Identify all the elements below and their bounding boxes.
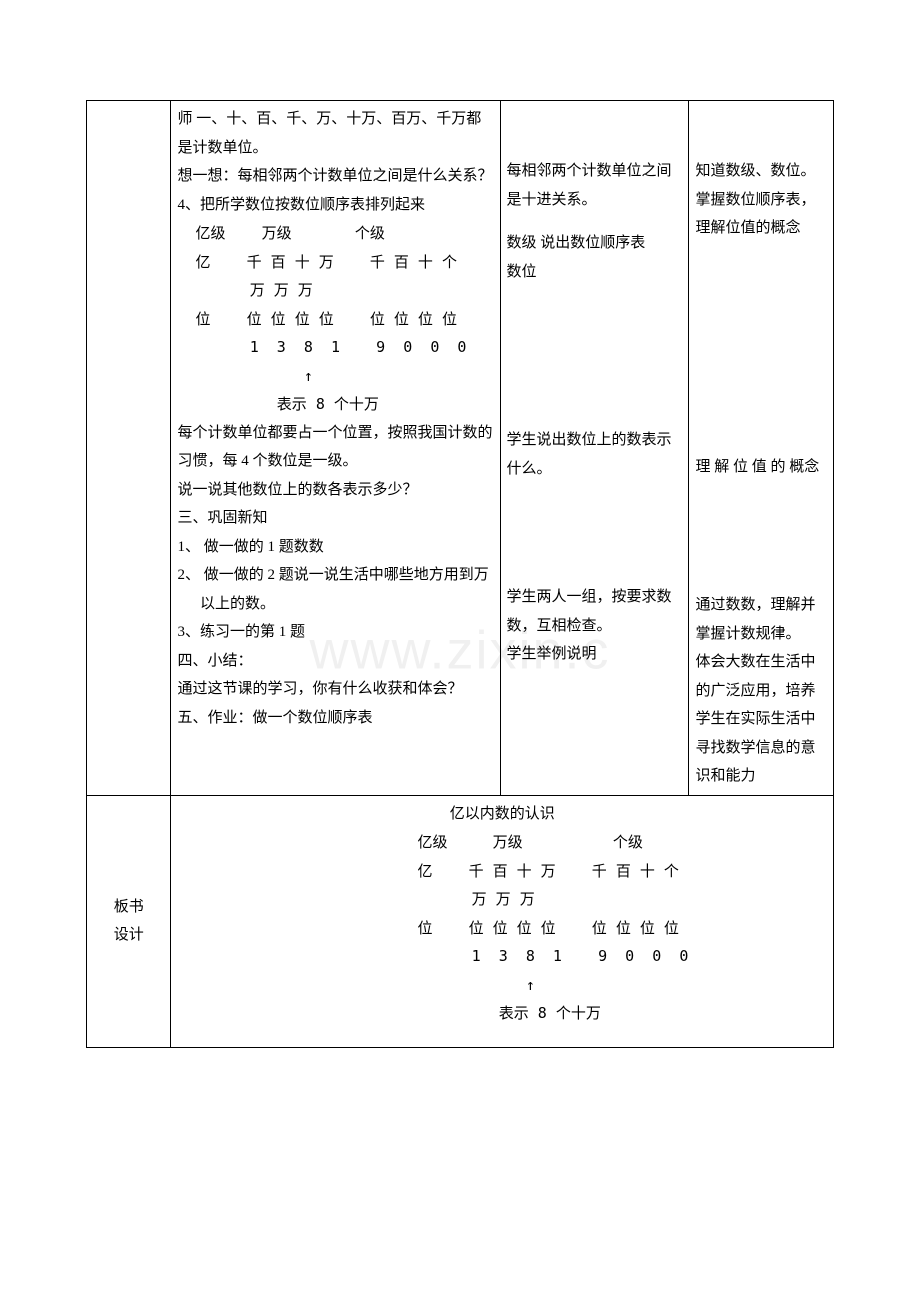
pvB-3: 位 位 位 位 位 位 位 位 位	[417, 919, 678, 937]
colA-after-1: 说一说其他数位上的数各表示多少？	[177, 476, 493, 505]
colA-after-2: 三、巩固新知	[177, 504, 493, 533]
board-title: 亿以内数的认识	[177, 800, 827, 829]
colB-seg2-0: 数级 说出数位顺序表	[507, 229, 683, 258]
teacher-activity-cell: 师 一、十、百、千、万、十万、百万、千万都是计数单位。 想一想：每相邻两个计数单…	[171, 101, 500, 796]
colB-seg1-0: 每相邻两个计数单位之间是十进关系。	[507, 157, 683, 214]
pvA-5: ↑	[177, 367, 312, 385]
pvA-1: 亿 千 百 十 万 千 百 十 个	[177, 253, 457, 271]
colB-seg4-1: 学生举例说明	[507, 640, 683, 669]
main-table: 师 一、十、百、千、万、十万、百万、千万都是计数单位。 想一想：每相邻两个计数单…	[86, 100, 834, 1048]
colA-after-5: 3、练习一的第 1 题	[177, 618, 493, 647]
colC-seg3-1: 体会大数在生活中的广泛应用，培养学生在实际生活中寻找数学信息的意识和能力	[695, 648, 827, 791]
colA-after-3: 1、 做一做的 1 题数数	[177, 533, 493, 562]
pvA-4: 1 3 8 1 9 0 0 0	[177, 338, 466, 356]
colB-seg4-0: 学生两人一组，按要求数数，互相检查。	[507, 583, 683, 640]
board-design-label-cell: 板书 设计	[87, 795, 171, 1047]
pvB-5: ↑	[417, 976, 534, 994]
colB-seg3-0: 学生说出数位上的数表示什么。	[507, 426, 683, 483]
colA-line-2: 4、把所学数位按数位顺序表排列起来	[177, 191, 493, 220]
colC-seg1-0: 知道数级、数位。掌握数位顺序表，理解位值的概念	[695, 157, 827, 243]
colC-seg3-0: 通过数数，理解并掌握计数规律。	[695, 591, 827, 648]
pvB-0: 亿级 万级 个级	[417, 833, 642, 851]
pvB-2: 万 万 万	[417, 890, 534, 908]
student-activity-cell: 每相邻两个计数单位之间是十进关系。 数级 说出数位顺序表 数位 学生说出数位上的…	[500, 101, 689, 796]
board-design-row: 板书 设计 亿以内数的认识 亿级 万级 个级 亿 千 百 十 万 千 百 十 个…	[87, 795, 834, 1047]
pvA-0: 亿级 万级 个级	[177, 224, 384, 242]
design-intent-cell: 知道数级、数位。掌握数位顺序表，理解位值的概念 理 解 位 值 的 概念 通过数…	[689, 101, 834, 796]
colA-after-6: 四、小结：	[177, 647, 493, 676]
colA-line-0: 师 一、十、百、千、万、十万、百万、千万都是计数单位。	[177, 105, 493, 162]
colC-seg2-0: 理 解 位 值 的 概念	[695, 453, 827, 482]
pvA-2: 万 万 万	[177, 281, 312, 299]
pvB-1: 亿 千 百 十 万 千 百 十 个	[417, 862, 678, 880]
colA-line-1: 想一想：每相邻两个计数单位之间是什么关系？	[177, 162, 493, 191]
board-design-content-cell: 亿以内数的认识 亿级 万级 个级 亿 千 百 十 万 千 百 十 个 万 万 万…	[171, 795, 834, 1047]
left-empty-cell	[87, 101, 171, 796]
board-label-1: 板书	[93, 893, 164, 922]
colA-after-0: 每个计数单位都要占一个位置，按照我国计数的习惯，每 4 个数位是一级。	[177, 419, 493, 476]
colA-after-7: 通过这节课的学习，你有什么收获和体会？	[177, 675, 493, 704]
pvB-6: 表示 8 个十万	[417, 1004, 600, 1022]
pvA-6: 表示 8 个十万	[177, 395, 378, 413]
pvB-4: 1 3 8 1 9 0 0 0	[417, 947, 688, 965]
colB-seg2-2: 数位	[507, 258, 683, 287]
content-row: 师 一、十、百、千、万、十万、百万、千万都是计数单位。 想一想：每相邻两个计数单…	[87, 101, 834, 796]
colA-after-8: 五、作业：做一个数位顺序表	[177, 704, 493, 733]
place-value-table-a: 亿级 万级 个级 亿 千 百 十 万 千 百 十 个 万 万 万 位 位 位 位…	[177, 219, 493, 419]
colA-after-4: 2、 做一做的 2 题说一说生活中哪些地方用到万以上的数。	[177, 561, 493, 618]
board-label-2: 设计	[93, 921, 164, 950]
pvA-3: 位 位 位 位 位 位 位 位 位	[177, 310, 457, 328]
place-value-table-b: 亿级 万级 个级 亿 千 百 十 万 千 百 十 个 万 万 万 位 位 位 位…	[417, 828, 827, 1028]
